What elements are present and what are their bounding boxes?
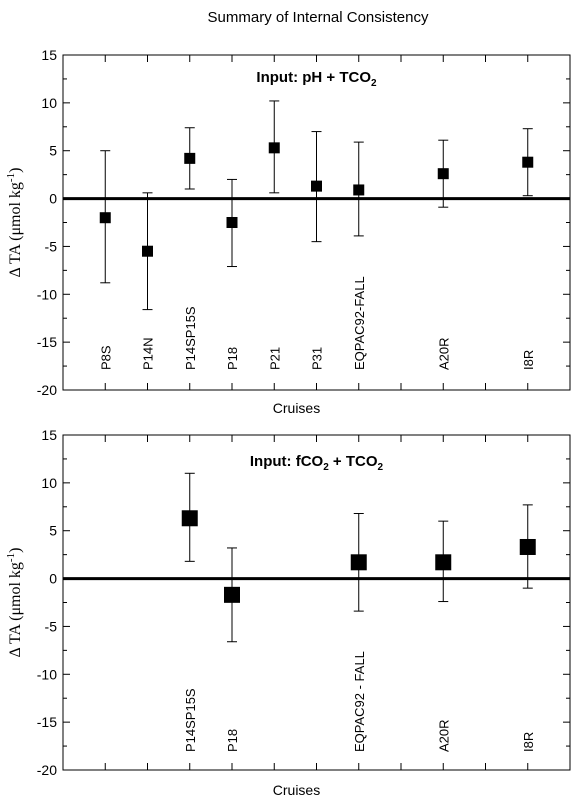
data-point-p14n: P14N xyxy=(141,192,156,370)
marker xyxy=(224,586,240,603)
cruise-label: P31 xyxy=(310,347,325,370)
y-tick-label: -20 xyxy=(37,382,57,398)
marker xyxy=(142,245,153,257)
cruise-label: I8R xyxy=(521,350,536,370)
y-tick-label: -5 xyxy=(45,238,58,254)
y-label-superscript: -1 xyxy=(5,553,17,562)
data-point-p18: P18 xyxy=(224,547,240,752)
marker xyxy=(519,538,536,555)
y-label-text: ) xyxy=(7,548,24,553)
cruise-label: P18 xyxy=(225,347,240,370)
annotation-subscript: 2 xyxy=(378,462,384,473)
x-axis-label: Cruises xyxy=(273,400,320,416)
y-tick-label: 5 xyxy=(49,143,57,159)
y-tick-label: 5 xyxy=(49,523,57,539)
annotation-text: Input: pH + TCO xyxy=(256,69,371,86)
y-tick-label: 15 xyxy=(41,47,57,63)
cruise-label: P21 xyxy=(267,347,282,370)
marker xyxy=(99,212,111,224)
data-point-a20r: A20R xyxy=(436,139,451,370)
y-axis-label: Δ TA (μmol kg-1) xyxy=(5,168,24,278)
cruise-label: A20R xyxy=(436,719,451,752)
cruise-label: EQPAC92-FALL xyxy=(352,276,367,370)
x-axis-label: Cruises xyxy=(273,782,320,798)
marker xyxy=(226,217,238,228)
annotation-text: + TCO xyxy=(329,453,378,470)
annotation-subscript: 2 xyxy=(371,78,377,89)
y-tick-label: -15 xyxy=(37,714,57,730)
input-annotation: Input: pH + TCO2 xyxy=(256,69,377,89)
marker xyxy=(435,554,452,571)
marker xyxy=(268,142,280,154)
data-point-i8r: I8R xyxy=(521,128,536,370)
cruise-label: P14SP15S xyxy=(183,688,198,752)
data-point-i8r: I8R xyxy=(519,504,536,752)
y-tick-label: -20 xyxy=(37,762,57,778)
cruise-label: A20R xyxy=(436,337,451,370)
annotation-subscript: 2 xyxy=(323,462,329,473)
data-point-p8s: P8S xyxy=(98,150,113,370)
marker xyxy=(184,152,196,164)
cruise-label: EQPAC92 - FALL xyxy=(352,651,367,752)
y-tick-label: -5 xyxy=(45,618,58,634)
y-tick-label: 10 xyxy=(41,95,57,111)
cruise-label: I8R xyxy=(521,732,536,752)
y-tick-label: -15 xyxy=(37,334,57,350)
y-tick-label: 10 xyxy=(41,475,57,491)
figure-title: Summary of Internal Consistency xyxy=(208,9,429,26)
data-point-p31: P31 xyxy=(310,131,325,370)
plot-frame xyxy=(62,434,571,771)
marker xyxy=(437,168,449,180)
marker xyxy=(181,510,198,527)
data-point-p14sp15s: P14SP15S xyxy=(181,472,198,752)
y-axis-label: Δ TA (μmol kg-1) xyxy=(5,548,24,658)
cruise-label: P14N xyxy=(141,337,156,370)
input-annotation: Input: fCO2 + TCO2 xyxy=(250,453,384,473)
cruise-label: P18 xyxy=(225,729,240,752)
annotation-text: Input: fCO xyxy=(250,453,324,470)
y-tick-label: -10 xyxy=(37,286,57,302)
y-label-text: Δ TA (μmol kg xyxy=(7,182,24,277)
data-point-eqpac92-fall: EQPAC92-FALL xyxy=(352,141,367,370)
marker xyxy=(311,180,322,192)
y-tick-label: 15 xyxy=(41,427,57,443)
data-point-eqpac92-fall: EQPAC92 - FALL xyxy=(350,512,367,752)
chart-panel-1: 15 10 5 0 -5 -10 -15 -20 Input: pH + TCO2 P8S P14N… xyxy=(5,47,571,416)
data-point-a20r: A20R xyxy=(435,520,452,752)
marker xyxy=(350,554,367,571)
cruise-label: P14SP15S xyxy=(183,306,198,370)
y-tick-label: 0 xyxy=(49,571,57,587)
cruise-label: P8S xyxy=(98,345,113,370)
y-tick-label: -10 xyxy=(37,666,57,682)
y-label-text: Δ TA (μmol kg xyxy=(7,562,24,657)
data-point-p14sp15s: P14SP15S xyxy=(183,127,198,370)
y-label-superscript: -1 xyxy=(5,173,17,182)
y-tick-label: 0 xyxy=(49,191,57,207)
data-point-p18: P18 xyxy=(225,178,240,370)
marker xyxy=(522,156,534,168)
marker xyxy=(353,184,365,196)
y-label-text: ) xyxy=(7,168,24,173)
data-point-p21: P21 xyxy=(267,100,282,370)
